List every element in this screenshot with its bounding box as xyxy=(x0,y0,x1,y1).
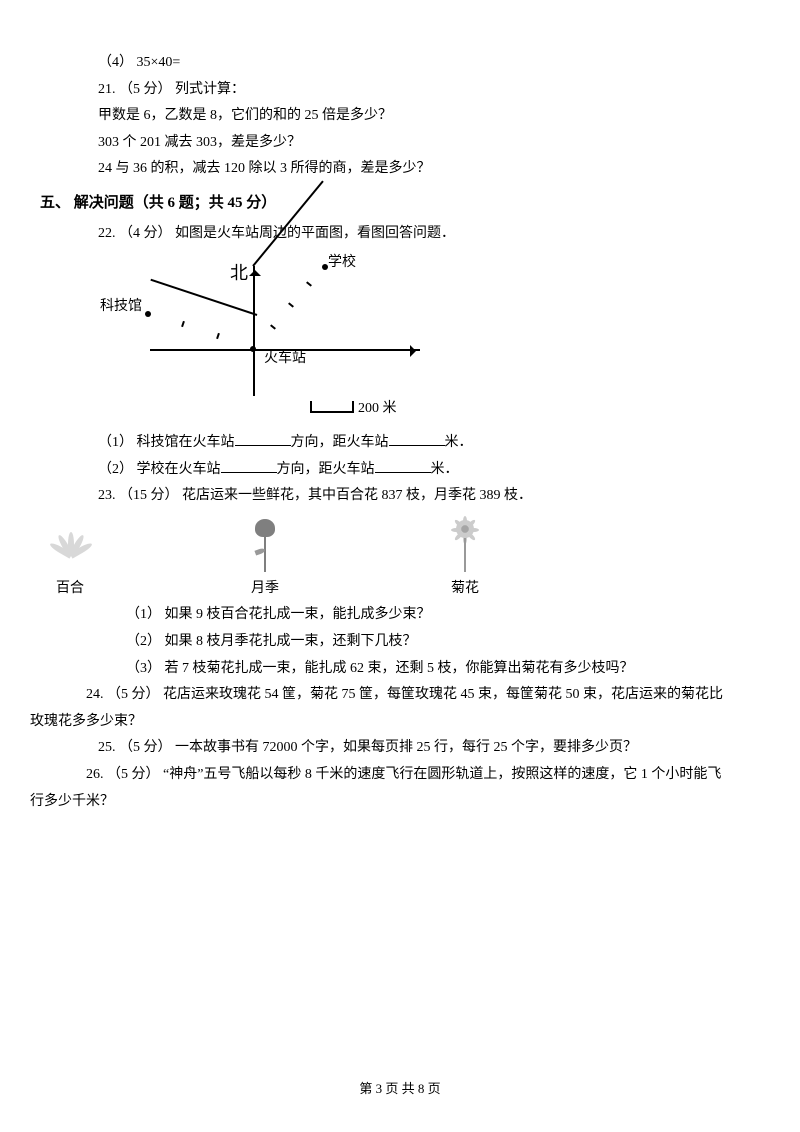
origin-point xyxy=(250,346,256,352)
label-station: 火车站 xyxy=(264,346,306,373)
q22-1a: （1） 科技馆在火车站 xyxy=(98,435,235,450)
q26: 26. （5 分） “神舟”五号飞船以每秒 8 千米的速度飞行在圆形轨道上，按照… xyxy=(30,762,730,815)
daisy-name: 菊花 xyxy=(451,576,479,603)
q23-a: （1） 如果 9 枝百合花扎成一束，能扎成多少束？ xyxy=(70,602,730,629)
label-school: 学校 xyxy=(328,250,356,277)
q23-c: （3） 若 7 枝菊花扎成一束，能扎成 62 束，还剩 5 枝，你能算出菊花有多… xyxy=(70,656,730,683)
q23-head: 23. （15 分） 花店运来一些鲜花，其中百合花 837 枝，月季花 389 … xyxy=(70,483,730,510)
q21-head: 21. （5 分） 列式计算： xyxy=(70,77,730,104)
flower-daisy-col: 菊花 xyxy=(435,514,495,603)
flower-rose-col: 月季 xyxy=(235,514,295,603)
q24: 24. （5 分） 花店运来玫瑰花 54 筐，菊花 75 筐，每筐玫瑰花 45 … xyxy=(30,682,730,735)
q22-head: 22. （4 分） 如图是火车站周边的平面图，看图回答问题． xyxy=(70,221,730,248)
q22-2b: 方向，距火车站 xyxy=(277,462,375,477)
page-footer: 第 3 页 共 8 页 xyxy=(0,1077,800,1102)
page: （4） 35×40= 21. （5 分） 列式计算： 甲数是 6，乙数是 8，它… xyxy=(0,0,800,1132)
lily-name: 百合 xyxy=(56,576,84,603)
tick-school-1 xyxy=(270,324,276,329)
q21-c: 24 与 36 的积，减去 120 除以 3 所得的商，差是多少？ xyxy=(70,156,730,183)
y-axis xyxy=(253,266,255,396)
q22-1b: 方向，距火车站 xyxy=(291,435,389,450)
q22-2c: 米． xyxy=(431,462,459,477)
q22-1c: 米． xyxy=(445,435,473,450)
q21-b: 303 个 201 减去 303，差是多少？ xyxy=(70,130,730,157)
q22-2a: （2） 学校在火车站 xyxy=(98,462,221,477)
rose-name: 月季 xyxy=(251,576,279,603)
scale-label: 200 米 xyxy=(358,396,397,423)
tick-tech-1 xyxy=(181,321,185,327)
scale-bar xyxy=(310,401,354,413)
flower-lily-col: 百合 xyxy=(40,514,100,603)
daisy-icon xyxy=(435,514,495,574)
label-tech: 科技馆 xyxy=(100,294,142,321)
q22-line2: （2） 学校在火车站 方向，距火车站 米． xyxy=(70,457,730,484)
lily-icon xyxy=(40,514,100,574)
tick-tech-2 xyxy=(216,333,220,339)
map-diagram: 北 学校 科技馆 火车站 200 米 xyxy=(100,256,430,426)
tick-school-3 xyxy=(306,281,312,286)
blank-2[interactable] xyxy=(389,431,445,446)
blank-1[interactable] xyxy=(235,431,291,446)
blank-4[interactable] xyxy=(375,458,431,473)
q20-sub4: （4） 35×40= xyxy=(70,50,730,77)
label-north: 北 xyxy=(230,256,248,290)
flower-row: 百合 月季 菊花 xyxy=(20,514,730,603)
q23-b: （2） 如果 8 枝月季花扎成一束，还剩下几枝？ xyxy=(70,629,730,656)
section-5-title: 五、 解决问题（共 6 题；共 45 分） xyxy=(40,189,730,218)
point-tech xyxy=(145,311,151,317)
q22-line1: （1） 科技馆在火车站 方向，距火车站 米． xyxy=(70,430,730,457)
q25: 25. （5 分） 一本故事书有 72000 个字，如果每页排 25 行，每行 … xyxy=(70,735,730,762)
rose-icon xyxy=(235,514,295,574)
blank-3[interactable] xyxy=(221,458,277,473)
tick-school-2 xyxy=(288,302,294,307)
q21-a: 甲数是 6，乙数是 8，它们的和的 25 倍是多少？ xyxy=(70,103,730,130)
